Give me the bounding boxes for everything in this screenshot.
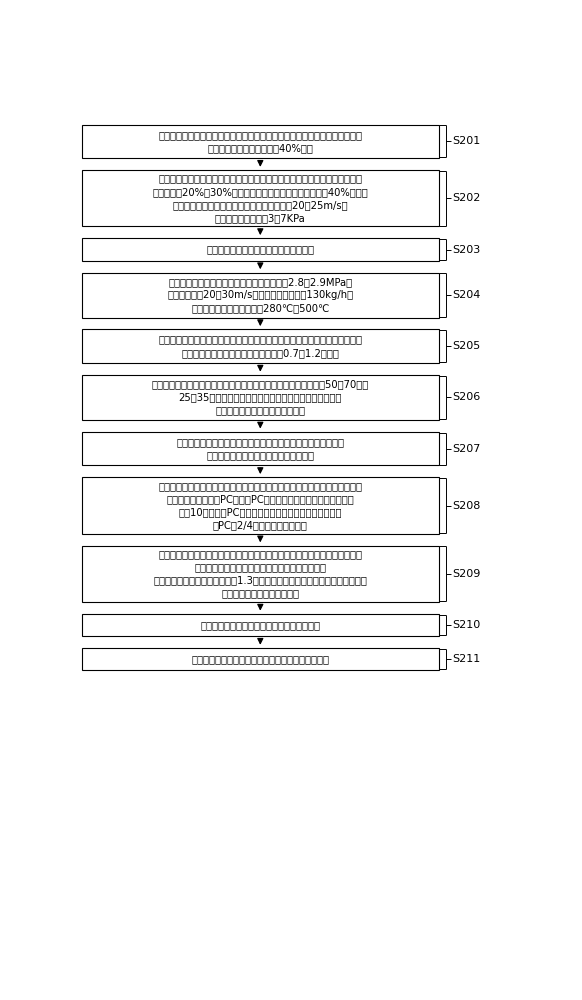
Text: S211: S211 bbox=[452, 654, 481, 664]
Bar bbox=[82, 546, 439, 602]
Text: 在使用微油燃烧器点火时，若一级燃烧器对应的磨煤机内有煤，
则先点燃微油，再启动通风管道和磨煤机: 在使用微油燃烧器点火时，若一级燃烧器对应的磨煤机内有煤， 则先点燃微油，再启动通… bbox=[176, 437, 345, 460]
Text: 当锅炉当前负荷超过锅炉最低稳燃负荷且炉膛内负压稳定时，将一级燃烧器对
应的磨煤机由微油点火模式切换至正常燃烧模式；
当锅炉负荷升至最低稳燃负荷的1.3倍时，一级: 当锅炉当前负荷超过锅炉最低稳燃负荷且炉膛内负压稳定时，将一级燃烧器对 应的磨煤机… bbox=[154, 549, 367, 599]
Text: S206: S206 bbox=[452, 392, 481, 402]
Text: 在一级燃烧器对应磨煤机处于微油点火模式时，若一角油枪灭火，则联关该角
油枪对应的磨煤机的PC阀，该PC阀对应的第二只角油枪正常运行，
若在10分钟内该PC阀仍未: 在一级燃烧器对应磨煤机处于微油点火模式时，若一角油枪灭火，则联关该角 油枪对应的… bbox=[158, 481, 363, 530]
Text: 定期清理配风器，检查配风器内及燃烧器内是否结焦: 定期清理配风器，检查配风器内及燃烧器内是否结焦 bbox=[191, 654, 329, 664]
Text: 首次使用微油燃烧器点火时，关闭微油燃烧器周界风门，一级燃烧器的二次风
门的开度为20%～30%，其它级燃烧器的二次风门的开度为40%以上；
一级燃烧器对应的磨煤: 首次使用微油燃烧器点火时，关闭微油燃烧器周界风门，一级燃烧器的二次风 门的开度为… bbox=[152, 174, 368, 223]
Bar bbox=[82, 648, 439, 670]
Text: S208: S208 bbox=[452, 501, 481, 511]
Text: 当停止运行锅炉时前，吹扫所有的一次风风管: 当停止运行锅炉时前，吹扫所有的一次风风管 bbox=[200, 620, 320, 630]
Text: S201: S201 bbox=[452, 136, 481, 146]
Bar bbox=[82, 273, 439, 318]
Text: S209: S209 bbox=[452, 569, 481, 579]
Text: 首次使用微油燃烧器点火前，启动预热器、吸风机和送风机，将炉内通风量调
整至锅炉最大连续蒸发量的40%以上: 首次使用微油燃烧器点火前，启动预热器、吸风机和送风机，将炉内通风量调 整至锅炉最… bbox=[158, 130, 363, 153]
Text: S210: S210 bbox=[452, 620, 481, 630]
Text: 在使用微油燃烧器点火时，一次风机启动后若一级燃烧器对应的制粉系统未启
动，则将微油燃烧器的运行时间控制在0.7～1.2小时内: 在使用微油燃烧器点火时，一次风机启动后若一级燃烧器对应的制粉系统未启 动，则将微… bbox=[158, 335, 363, 358]
Text: S205: S205 bbox=[452, 341, 481, 351]
Text: 在使用微油燃烧器点火时，监测微油燃烧器的火检值，若火检值由50～70降至
25～35，则停用对应的角油枪，拆下并吹扫油枪雾化片，
清理微油可见光火检探头和过滤器: 在使用微油燃烧器点火时，监测微油燃烧器的火检值，若火检值由50～70降至 25～… bbox=[152, 379, 369, 416]
Bar bbox=[82, 238, 439, 261]
Bar bbox=[82, 375, 439, 420]
Bar bbox=[82, 329, 439, 363]
Bar bbox=[82, 170, 439, 226]
Text: 在使用微油燃烧器点火前，启动一次风机: 在使用微油燃烧器点火前，启动一次风机 bbox=[206, 245, 314, 255]
Bar bbox=[82, 432, 439, 465]
Text: S204: S204 bbox=[452, 290, 481, 300]
Text: S202: S202 bbox=[452, 193, 481, 203]
Bar bbox=[82, 477, 439, 534]
Text: S203: S203 bbox=[452, 245, 481, 255]
Bar bbox=[82, 125, 439, 158]
Text: S207: S207 bbox=[452, 444, 481, 454]
Text: 在使用微油燃烧器点火时，供油母管的油压为2.8～2.9MPa，
一次风风速为20～30m/s，微油燃烧器出力为130kg/h；
微油燃烧器壁温温度控制在280℃: 在使用微油燃烧器点火时，供油母管的油压为2.8～2.9MPa， 一次风风速为20… bbox=[167, 277, 353, 313]
Bar bbox=[82, 614, 439, 636]
